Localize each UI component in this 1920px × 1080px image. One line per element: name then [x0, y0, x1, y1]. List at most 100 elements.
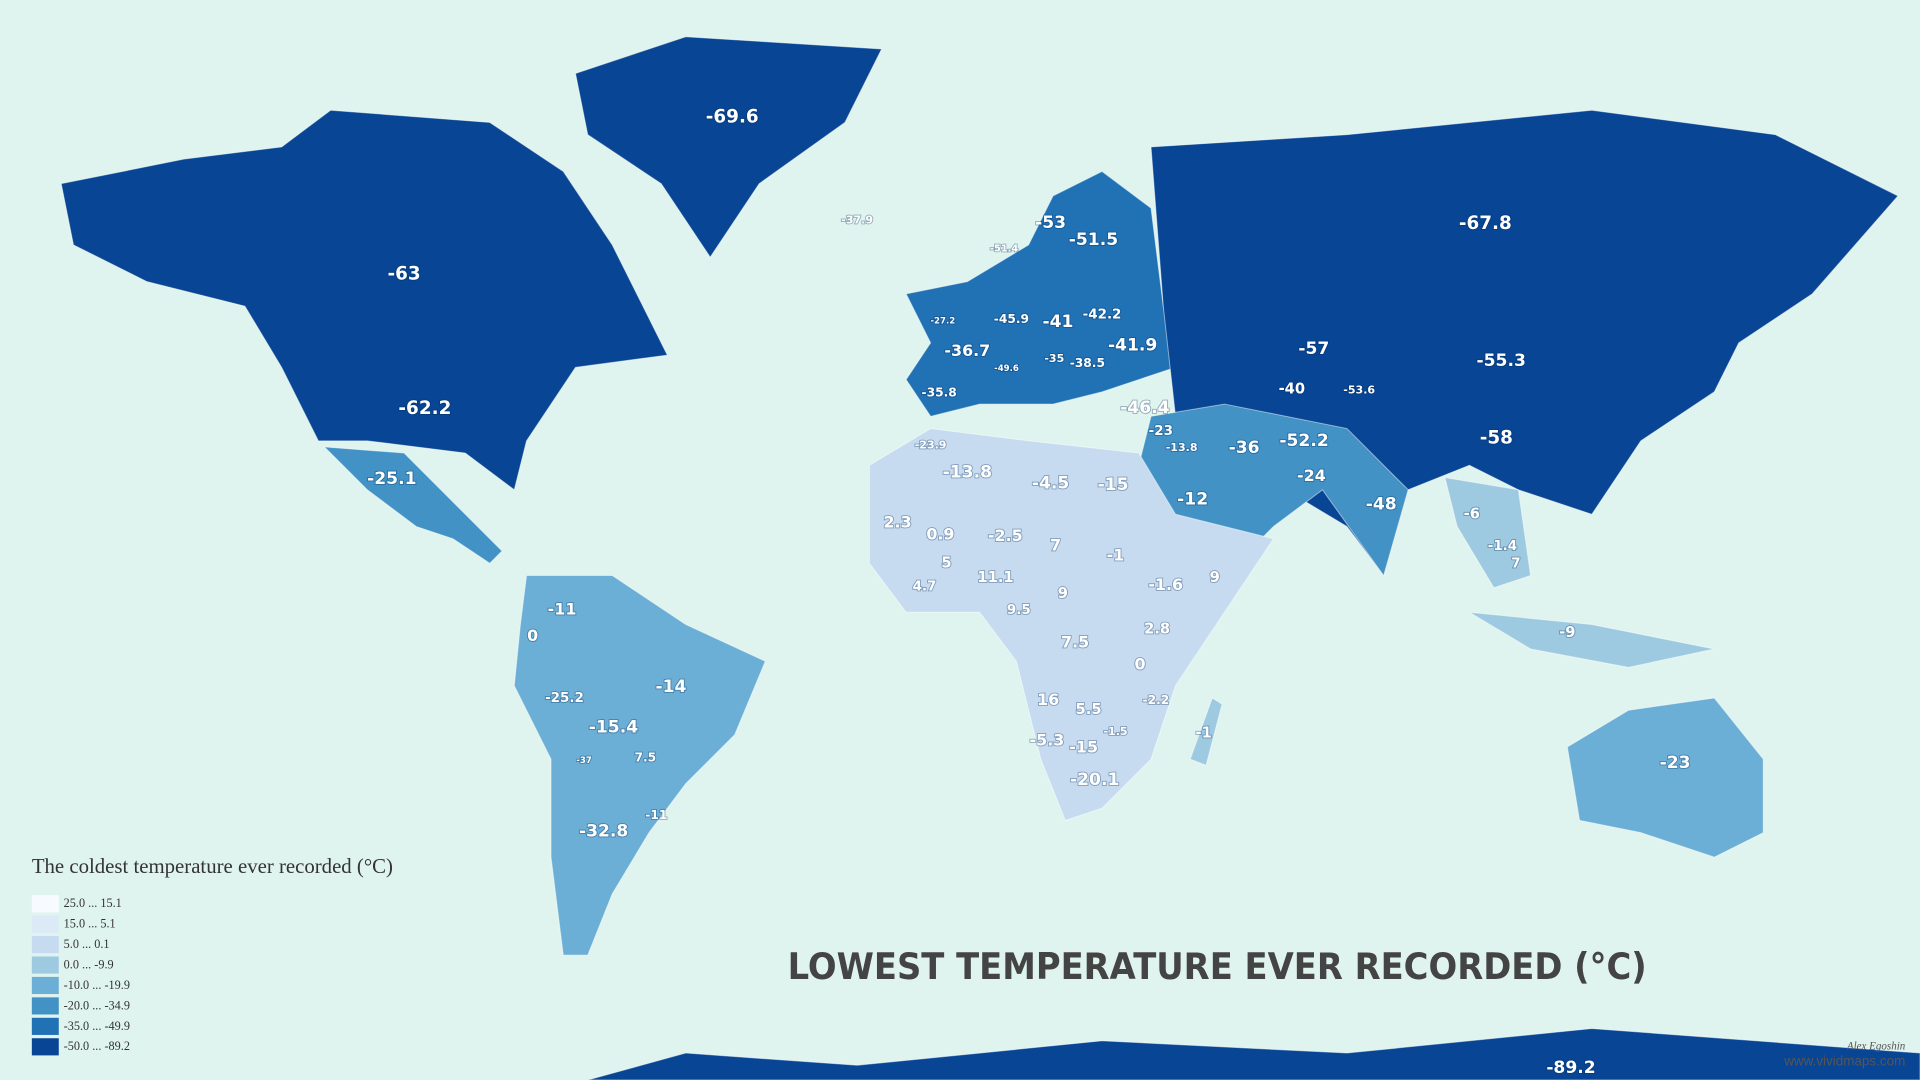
value-label: -6	[1464, 505, 1480, 522]
legend-label: 15.0 ... 5.1	[64, 917, 116, 931]
value-label: 2.8	[1144, 620, 1170, 637]
value-label: -37.9	[841, 213, 873, 226]
value-label: -9	[1559, 624, 1575, 641]
value-label: -12	[1177, 490, 1208, 510]
legend-label: 25.0 ... 15.1	[64, 896, 122, 910]
value-label: -37	[576, 756, 592, 766]
south-america	[513, 575, 766, 956]
credit-site: www.vividmaps.com	[1783, 1053, 1905, 1068]
value-label: -1.4	[1488, 539, 1517, 554]
value-label: -58	[1480, 427, 1513, 448]
value-label: -55.3	[1477, 351, 1526, 371]
value-label: 2.3	[883, 512, 911, 531]
value-label: -15	[1069, 738, 1098, 757]
value-label: 9	[1058, 585, 1068, 602]
legend-title: The coldest temperature ever recorded (°…	[32, 854, 393, 878]
value-label: -2.2	[1143, 693, 1170, 707]
value-label: -36	[1229, 438, 1260, 458]
legend-label: -10.0 ... -19.9	[64, 978, 130, 992]
legend-swatch	[31, 976, 59, 995]
legend-label: -20.0 ... -34.9	[64, 998, 130, 1012]
value-label: -48	[1366, 494, 1397, 514]
central-america	[323, 446, 503, 564]
value-label: -40	[1279, 380, 1306, 397]
value-label: -13.8	[943, 463, 992, 483]
value-label: -11	[645, 808, 667, 822]
value-label: -20.1	[1070, 770, 1119, 790]
value-label: 7	[1511, 556, 1520, 571]
value-label: -2.5	[988, 526, 1023, 545]
southeast-asia	[1444, 476, 1532, 589]
value-label: 0	[1134, 654, 1145, 673]
value-label: -45.9	[994, 312, 1029, 326]
map-labels: -69.6 -37.9 -63 -62.2 -25.1 -67.8 -51.4 -53-51.…	[366, 106, 1691, 1079]
legend-swatch	[31, 997, 59, 1015]
value-label: -63	[387, 263, 420, 284]
value-label: -49.6	[994, 364, 1019, 374]
legend-swatch	[31, 936, 59, 954]
value-label: 4.7	[913, 580, 937, 595]
value-label: 7	[1050, 536, 1061, 555]
value-label: 9.5	[1007, 603, 1031, 618]
legend-label: 0.0 ... -9.9	[64, 957, 114, 971]
map-title: LOWEST TEMPERATURE EVER RECORDED (°C)	[788, 946, 1647, 989]
value-label: 5.5	[1076, 701, 1102, 718]
value-label: -1	[1107, 545, 1125, 564]
value-label: -67.8	[1459, 213, 1512, 234]
value-label: -25.2	[545, 691, 584, 706]
value-label: 11.1	[977, 569, 1013, 586]
indonesia	[1469, 611, 1715, 668]
value-label: 0	[527, 626, 538, 645]
value-label: 7.5	[1061, 632, 1089, 651]
value-label: -5.3	[1030, 730, 1065, 749]
legend-label: -35.0 ... -49.9	[64, 1019, 130, 1033]
value-label: -52.2	[1279, 431, 1328, 451]
legend: 25.0 ... 15.1 15.0 ... 5.1 5.0 ... 0.1 0.0 …	[31, 895, 130, 1056]
value-label: 5	[941, 554, 951, 571]
value-label: 7.5	[634, 750, 656, 764]
legend-swatch	[31, 915, 59, 933]
value-label: -15.4	[589, 717, 638, 737]
value-label: -4.5	[1032, 474, 1069, 494]
value-label: 0.9	[926, 525, 954, 544]
value-label: -13.8	[1166, 441, 1198, 454]
value-label: -41.9	[1108, 335, 1157, 355]
value-label: -1	[1196, 724, 1212, 741]
value-label: 9	[1210, 569, 1220, 586]
value-label: -1.6	[1148, 575, 1183, 594]
value-label: -23	[1149, 424, 1173, 439]
land	[60, 36, 1920, 1080]
value-label: -11	[548, 599, 577, 618]
legend-swatch	[31, 895, 59, 913]
value-label: -35	[1044, 352, 1064, 365]
value-label: -41	[1042, 312, 1073, 332]
value-label: -36.7	[944, 341, 990, 360]
north-america	[60, 109, 669, 491]
legend-label: 5.0 ... 0.1	[64, 937, 110, 951]
value-label: -53.6	[1343, 384, 1375, 397]
value-label: -53	[1035, 213, 1066, 233]
value-label: -57	[1298, 339, 1329, 359]
value-label: -42.2	[1083, 308, 1122, 323]
credit-author: Alex Egoshin	[1846, 1040, 1906, 1052]
legend-swatch	[31, 1038, 59, 1056]
value-label: -69.6	[706, 107, 759, 128]
value-label: 16	[1037, 690, 1059, 709]
legend-swatch	[31, 1017, 59, 1035]
value-label: -23	[1660, 753, 1691, 773]
africa	[868, 428, 1275, 822]
value-label: -23.9	[915, 439, 947, 452]
value-label: -38.5	[1070, 356, 1105, 370]
value-label: -46.4	[1120, 398, 1169, 418]
legend-swatch	[31, 956, 59, 974]
value-label: -51.4	[990, 244, 1018, 255]
value-label: -24	[1297, 466, 1326, 485]
legend-backdrop	[0, 844, 515, 1078]
value-label: -89.2	[1546, 1058, 1595, 1078]
legend-label: -50.0 ... -89.2	[64, 1039, 130, 1053]
value-label: -27.2	[931, 316, 956, 326]
value-label: -62.2	[398, 398, 451, 419]
value-label: -14	[656, 677, 687, 697]
greenland	[574, 36, 883, 259]
